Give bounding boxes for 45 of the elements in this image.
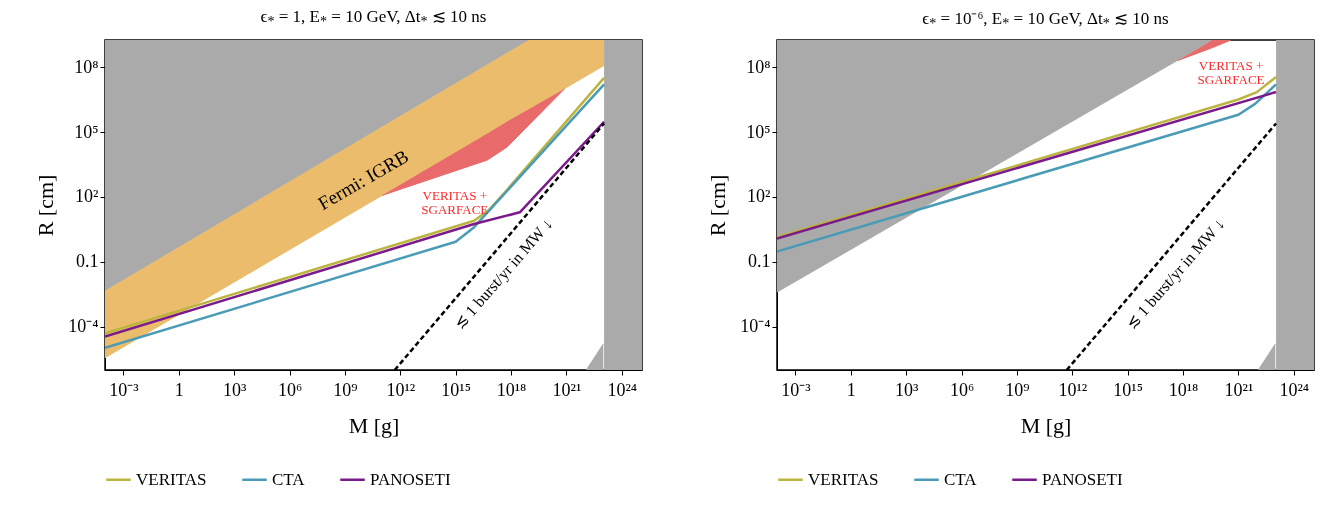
x-tick-label: 10³ xyxy=(222,379,247,400)
chart-title: ϵ$_{*}$ = 1, E$_{*}$ = 10 GeV, Δt$_{*}$ ≲ 10 ns xyxy=(259,6,488,31)
y-axis-title: R [cm] xyxy=(705,174,731,237)
x-tick-label: 10¹² xyxy=(386,379,416,400)
x-axis-title: M [g] xyxy=(1020,412,1072,438)
legend-label: CTA xyxy=(272,469,306,489)
x-tick-label: 10¹⁵ xyxy=(441,379,471,400)
legend-label: CTA xyxy=(944,469,978,489)
x-tick-label: 10¹⁵ xyxy=(1113,379,1143,400)
x-tick-label: 10⁹ xyxy=(333,379,358,400)
x-tick-label: 1 xyxy=(174,379,184,400)
annotation: VERITAS + SGARFACE xyxy=(1197,57,1265,87)
legend-label: PANOSETI xyxy=(370,469,451,489)
x-tick-label: 10¹⁸ xyxy=(496,379,527,400)
y-tick-label: 10⁸ xyxy=(74,56,99,77)
x-axis-title: M [g] xyxy=(348,412,400,438)
x-tick-label: 10⁶ xyxy=(949,379,975,400)
annotation: Fermi: IGRB xyxy=(314,145,413,214)
y-tick-label: 10⁵ xyxy=(746,121,771,142)
y-tick-label: 10² xyxy=(747,186,771,207)
y-tick-label: 10² xyxy=(75,186,99,207)
y-tick-label: 10⁻⁴ xyxy=(68,316,99,337)
y-tick-label: 10⁸ xyxy=(746,56,771,77)
x-tick-label: 10³ xyxy=(894,379,919,400)
y-tick-label: 10⁻⁴ xyxy=(740,316,771,337)
x-tick-label: 10²¹ xyxy=(552,379,582,400)
x-tick-label: 1 xyxy=(846,379,856,400)
x-tick-label: 10²⁴ xyxy=(1279,379,1310,400)
x-tick-label: 10⁻³ xyxy=(781,379,812,400)
y-tick-label: 0.1 xyxy=(76,251,99,272)
x-tick-label: 10⁶ xyxy=(277,379,303,400)
x-tick-label: 10²⁴ xyxy=(607,379,638,400)
x-tick-label: 10¹² xyxy=(1058,379,1088,400)
chart-title: ϵ$_{*}$ = 10⁻⁶, E$_{*}$ = 10 GeV, Δt$_{*}$ ≲ 10 ns xyxy=(921,8,1170,33)
x-tick-label: 10²¹ xyxy=(1224,379,1254,400)
x-tick-label: 10⁻³ xyxy=(109,379,140,400)
y-axis-title: R [cm] xyxy=(33,174,59,237)
annotation: VERITAS + SGARFACE xyxy=(421,187,489,217)
legend-label: VERITAS xyxy=(808,469,879,489)
y-tick-label: 0.1 xyxy=(748,251,771,272)
y-tick-label: 10⁵ xyxy=(74,121,99,142)
x-tick-label: 10¹⁸ xyxy=(1168,379,1199,400)
legend-label: VERITAS xyxy=(136,469,207,489)
x-tick-label: 10⁹ xyxy=(1005,379,1030,400)
legend-label: PANOSETI xyxy=(1042,469,1123,489)
